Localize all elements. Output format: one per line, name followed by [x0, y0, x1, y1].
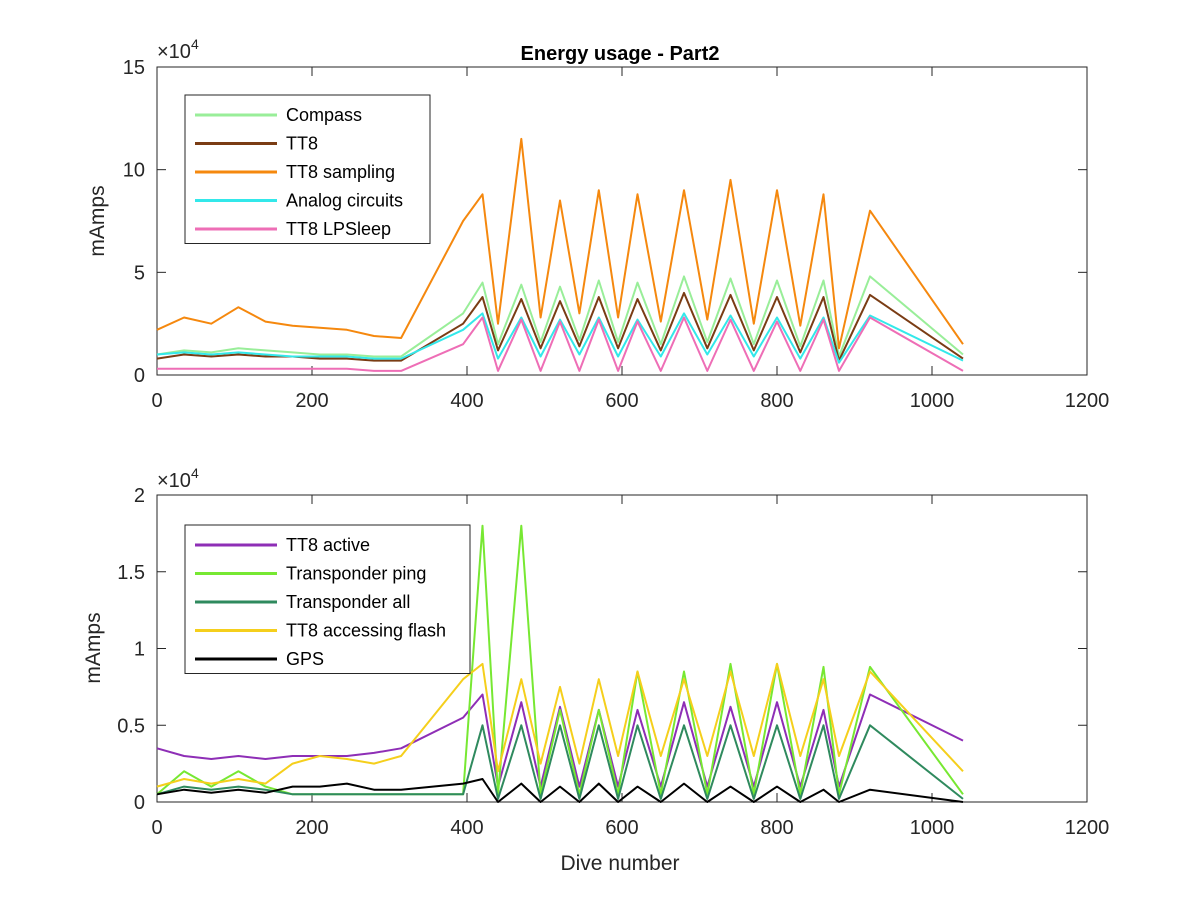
bottom-series-tt8-accessing-flash	[156, 662, 964, 788]
top-x-tick-label: 600	[605, 390, 638, 412]
bottom-series-gps	[156, 778, 964, 803]
top-exponent-multiplier: ×10	[157, 41, 191, 63]
bottom-y-tick-label: 0	[134, 792, 145, 814]
bottom-legend-label: Transponder all	[286, 592, 410, 612]
bottom-y-tick-label: 1.5	[117, 562, 145, 584]
top-axes: 0 200 400 600 800 1000 1200 0 5 10 15 mAmps ×104 C…	[86, 36, 1109, 412]
bottom-legend-box	[184, 524, 471, 674]
bottom-x-tick-label: 600	[605, 817, 638, 839]
bottom-series-transponder-all	[156, 724, 964, 800]
bottom-exponent-multiplier: ×10	[157, 470, 191, 492]
top-series-analog-circuits	[156, 312, 964, 364]
bottom-legend-label: GPS	[286, 649, 324, 669]
top-y-tick-label: 5	[134, 262, 145, 284]
top-legend-box	[184, 94, 431, 244]
bottom-y-tick-label: 0.5	[117, 715, 145, 737]
bottom-exponent-label: ×104	[157, 465, 199, 492]
top-x-tick-label: 1200	[1065, 390, 1110, 412]
top-y-tick-label: 15	[123, 57, 145, 79]
top-x-tick-label: 800	[760, 390, 793, 412]
top-legend: Compass TT8 TT8 sampling Analog circuits TT8…	[184, 94, 431, 244]
bottom-y-tick-label: 2	[134, 485, 145, 507]
bottom-legend: TT8 active Transponder ping Transponder al…	[184, 524, 471, 674]
top-x-tick-label: 200	[295, 390, 328, 412]
top-legend-label: TT8 LPSleep	[286, 219, 391, 239]
bottom-x-tick-label: 1000	[910, 817, 955, 839]
bottom-x-tick-label: 400	[450, 817, 483, 839]
top-axes-series	[156, 137, 964, 372]
top-series-tt8-sampling	[156, 137, 964, 350]
top-y-axis-label: mAmps	[86, 185, 109, 256]
top-x-tick-label: 0	[151, 390, 162, 412]
bottom-legend-label: TT8 active	[286, 535, 370, 555]
top-y-tick-label: 0	[134, 365, 145, 387]
x-axis-label: Dive number	[560, 852, 679, 875]
top-series-compass	[156, 275, 964, 358]
bottom-axes-series	[156, 524, 964, 803]
bottom-axes-ticks: 0 200 400 600 800 1000 1200 0 0.5 1 1.5 2	[117, 485, 1109, 839]
top-legend-label: TT8 sampling	[286, 162, 395, 182]
top-x-tick-label: 1000	[910, 390, 955, 412]
bottom-legend-label: TT8 accessing flash	[286, 621, 446, 641]
top-series-tt8-lpsleep	[157, 316, 964, 372]
bottom-x-tick-label: 200	[295, 817, 328, 839]
bottom-legend-label: Transponder ping	[286, 564, 426, 584]
top-exponent-label: ×104	[157, 36, 199, 63]
bottom-exponent-power: 4	[191, 465, 199, 481]
figure-title: Energy usage - Part2	[521, 43, 720, 65]
bottom-y-tick-label: 1	[134, 639, 145, 661]
top-legend-label: Compass	[286, 105, 362, 125]
bottom-series-tt8-active	[156, 693, 964, 788]
top-legend-label: TT8	[286, 134, 318, 154]
bottom-x-tick-label: 800	[760, 817, 793, 839]
bottom-x-tick-label: 1200	[1065, 817, 1110, 839]
top-y-tick-label: 10	[123, 160, 145, 182]
top-exponent-power: 4	[191, 36, 199, 52]
top-axes-ticks: 0 200 400 600 800 1000 1200 0 5 10 15	[123, 57, 1110, 412]
bottom-axes: 0 200 400 600 800 1000 1200 0 0.5 1 1.5 2 mAmps ×10…	[82, 465, 1109, 875]
top-legend-label: Analog circuits	[286, 191, 403, 211]
bottom-y-axis-label: mAmps	[82, 612, 105, 683]
top-x-tick-label: 400	[450, 390, 483, 412]
bottom-x-tick-label: 0	[151, 817, 162, 839]
